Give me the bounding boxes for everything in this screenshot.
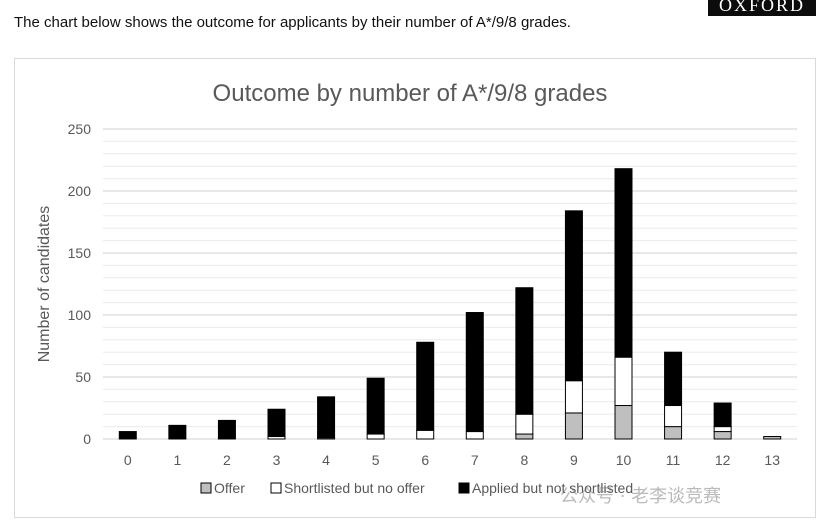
bar-offer: [614, 405, 633, 440]
legend-label: Offer: [214, 480, 245, 496]
bar-applied: [515, 287, 534, 415]
x-tick-label: 5: [372, 452, 380, 468]
x-tick-label: 11: [666, 452, 681, 468]
bar-shortlisted: [515, 413, 534, 435]
x-tick-label: 12: [715, 452, 731, 468]
oxford-logo: OXFORD: [708, 0, 816, 16]
x-tick-label: 3: [273, 452, 281, 468]
x-tick-label: 7: [471, 452, 479, 468]
bar-applied: [564, 210, 583, 382]
y-tick-label: 150: [68, 245, 92, 261]
bar-applied: [366, 377, 385, 435]
y-tick-label: 100: [68, 307, 92, 323]
bar-shortlisted: [564, 380, 583, 414]
bar-applied: [118, 431, 137, 440]
bar-shortlisted: [416, 429, 435, 440]
bar-applied: [416, 341, 435, 431]
bar-offer: [515, 433, 534, 440]
bar-shortlisted: [664, 405, 683, 428]
legend-label: Shortlisted but no offer: [284, 480, 425, 496]
bar-applied: [664, 351, 683, 407]
intro-text: The chart below shows the outcome for ap…: [14, 14, 571, 31]
x-tick-label: 6: [421, 452, 429, 468]
bar-shortlisted: [366, 433, 385, 440]
watermark: 公众号 · 老李谈竞赛: [560, 486, 722, 507]
y-tick-label: 50: [75, 369, 91, 385]
y-tick-label: 200: [68, 183, 92, 199]
bar-applied: [614, 168, 633, 358]
bar-applied: [267, 408, 286, 438]
legend-swatch: [458, 482, 470, 494]
bar-applied: [168, 424, 187, 440]
legend-label: Applied but not shortlisted: [472, 480, 633, 496]
y-tick-label: 0: [83, 431, 91, 447]
bar-offer: [564, 412, 583, 440]
bar-applied: [713, 402, 732, 428]
x-tick-label: 9: [570, 452, 578, 468]
bar-offer: [664, 426, 683, 440]
x-tick-label: 13: [764, 452, 780, 468]
x-tick-label: 10: [616, 452, 632, 468]
x-tick-label: 8: [520, 452, 528, 468]
bar-shortlisted: [465, 431, 484, 440]
bar-applied: [217, 419, 236, 440]
chart-svg: Outcome by number of A*/9/8 grades050100…: [36, 80, 797, 496]
chart-title: Outcome by number of A*/9/8 grades: [213, 80, 608, 107]
bar-offer: [763, 436, 782, 440]
bar-applied: [317, 396, 336, 439]
bar-shortlisted: [614, 356, 633, 407]
x-tick-label: 2: [223, 452, 231, 468]
bar-applied: [465, 312, 484, 433]
y-tick-label: 250: [68, 121, 92, 137]
legend-swatch: [270, 482, 282, 494]
x-tick-label: 0: [124, 452, 132, 468]
bar-shortlisted: [713, 426, 732, 433]
legend-swatch: [200, 482, 212, 494]
x-tick-label: 4: [322, 452, 330, 468]
y-axis-label: Number of candidates: [36, 206, 53, 363]
chart-container: Outcome by number of A*/9/8 grades 0 50 100…: [14, 58, 816, 518]
bar-offer: [713, 431, 732, 440]
x-tick-label: 1: [173, 452, 181, 468]
